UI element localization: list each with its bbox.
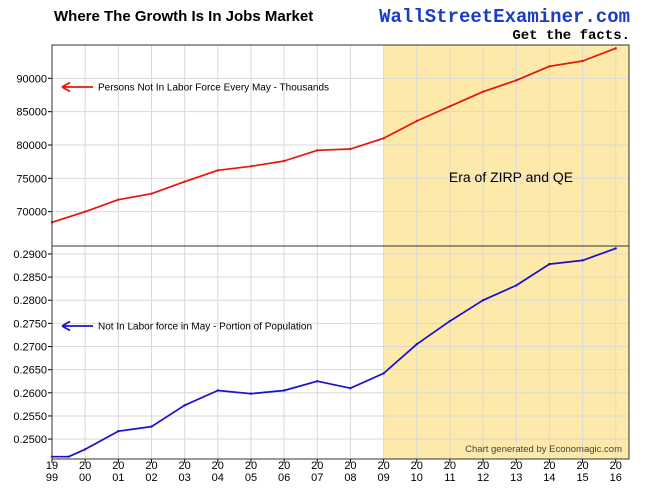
data-point <box>83 448 87 451</box>
data-point <box>216 389 220 392</box>
y-tick-label: 80000 <box>16 140 47 152</box>
brand-tagline: Get the facts. <box>512 28 630 44</box>
legend-label: Persons Not In Labor Force Every May - T… <box>98 83 329 94</box>
x-tick-label-century: 20 <box>79 460 91 472</box>
x-tick-label-century: 20 <box>112 460 124 472</box>
x-tick-label-year: 09 <box>377 472 389 484</box>
data-point <box>349 147 352 151</box>
x-tick-label-century: 20 <box>610 460 622 472</box>
legend-label: Not In Labor force in May - Portion of P… <box>98 322 312 333</box>
data-point <box>548 262 551 266</box>
x-tick-label-century: 20 <box>344 460 356 472</box>
x-tick-label-century: 20 <box>145 460 157 472</box>
legend-arrow-head <box>61 81 71 93</box>
y-tick-label: 85000 <box>16 107 47 119</box>
data-point <box>382 372 385 375</box>
data-point <box>448 319 452 323</box>
data-point <box>282 389 286 392</box>
data-point <box>249 165 253 168</box>
data-point <box>316 380 319 383</box>
plot-frame <box>51 44 630 460</box>
x-tick-label-century: 20 <box>477 460 489 472</box>
x-tick-label-century: 19 <box>46 460 58 472</box>
y-tick-label: 75000 <box>16 173 47 185</box>
x-tick-label-century: 20 <box>510 460 522 472</box>
plot-area: 70000 75000 80000 85000 90000 0.2500 0.2550 0.2… <box>13 44 630 484</box>
data-point <box>67 455 70 458</box>
y-tick-label: 0.2700 <box>13 342 47 354</box>
data-point <box>415 119 418 123</box>
data-point <box>349 386 352 390</box>
x-tick-label-century: 20 <box>245 460 257 472</box>
data-point <box>150 192 153 195</box>
x-tick-label-year: 10 <box>411 472 423 484</box>
x-tick-label-century: 20 <box>411 460 423 472</box>
series-line <box>51 47 617 224</box>
era-label: Era of ZIRP and QE <box>449 169 573 185</box>
y-tick-label: 0.2650 <box>13 365 47 377</box>
x-tick-label-year: 00 <box>79 472 91 484</box>
data-point <box>117 198 120 201</box>
legend-arrow-head <box>61 320 71 332</box>
x-tick-label-century: 20 <box>576 460 588 472</box>
y-tick-label: 0.2550 <box>13 411 47 423</box>
y-tick-label: 0.2500 <box>13 434 47 446</box>
chart-title: Where The Growth Is In Jobs Market <box>54 8 313 25</box>
y-tick-label: 0.2800 <box>13 295 47 307</box>
x-tick-label-century: 20 <box>212 460 224 472</box>
x-tick-label-year: 15 <box>576 472 588 484</box>
x-tick-label-year: 01 <box>112 472 124 484</box>
data-point <box>515 284 518 287</box>
x-tick-label-year: 02 <box>145 472 157 484</box>
data-point <box>548 65 551 68</box>
x-tick-label-year: 16 <box>610 472 622 484</box>
x-tick-label-century: 20 <box>278 460 290 472</box>
data-point <box>415 343 418 346</box>
data-point <box>614 247 617 250</box>
era-shading <box>383 45 629 459</box>
data-point <box>150 425 153 428</box>
x-tick-label-year: 07 <box>311 472 323 484</box>
data-point <box>183 180 186 183</box>
x-tick-label-year: 12 <box>477 472 489 484</box>
x-tick-label-year: 08 <box>344 472 356 484</box>
data-point <box>614 47 617 50</box>
data-point <box>216 169 220 172</box>
y-tick-label: 0.2900 <box>13 249 47 261</box>
data-point <box>249 392 253 395</box>
data-point <box>515 79 518 82</box>
x-tick-label-year: 06 <box>278 472 290 484</box>
x-tick-label-century: 20 <box>444 460 456 472</box>
data-point <box>481 90 485 93</box>
brand-wordmark: WallStreetExaminer.com <box>379 6 630 28</box>
data-point <box>382 137 385 140</box>
data-point <box>183 404 186 407</box>
y-tick-label: 0.2750 <box>13 318 47 330</box>
x-tick-label-year: 03 <box>179 472 191 484</box>
chart-credit: Chart generated by Economagic.com <box>465 444 622 455</box>
x-tick-label-century: 20 <box>543 460 555 472</box>
y-tick-label: 90000 <box>16 73 47 85</box>
data-point <box>282 159 286 163</box>
data-point <box>581 259 584 262</box>
data-point <box>448 105 452 108</box>
x-tick-label-century: 20 <box>179 460 191 472</box>
data-point <box>117 430 120 433</box>
x-tick-label-century: 20 <box>377 460 389 472</box>
y-tick-label: 0.2850 <box>13 272 47 284</box>
x-tick-label-year: 13 <box>510 472 522 484</box>
y-tick-label: 0.2600 <box>13 388 47 400</box>
x-tick-label-year: 14 <box>543 472 555 484</box>
x-tick-label-year: 11 <box>444 472 455 484</box>
y-tick-label: 70000 <box>16 207 47 219</box>
data-point <box>581 59 584 63</box>
x-tick-label-year: 99 <box>46 472 58 484</box>
x-tick-label-year: 04 <box>212 472 224 484</box>
data-point <box>481 299 485 302</box>
x-tick-label-year: 05 <box>245 472 257 484</box>
data-point <box>83 210 87 213</box>
x-tick-label-century: 20 <box>311 460 323 472</box>
data-point <box>316 149 319 152</box>
